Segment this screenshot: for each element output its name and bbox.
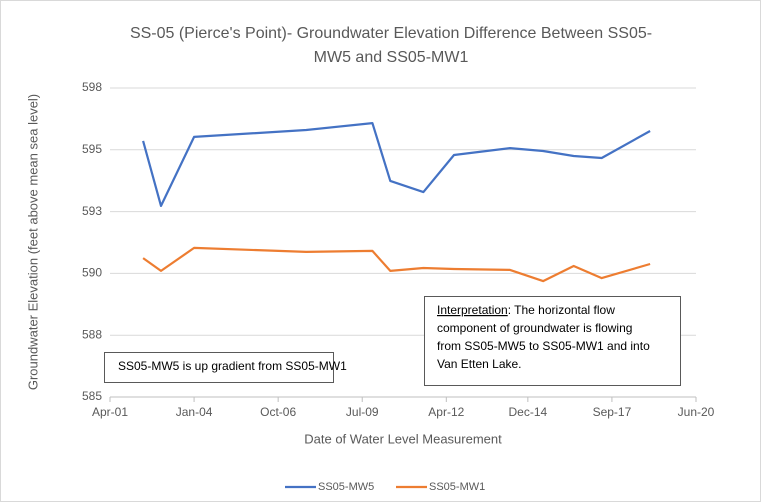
annotation: component of groundwater is flowing	[437, 321, 632, 335]
x-tick-label: Oct-06	[260, 405, 296, 419]
x-axis-label: Date of Water Level Measurement	[304, 431, 502, 446]
chart-title: SS-05 (Pierce's Point)- Groundwater Elev…	[130, 25, 652, 42]
legend-label: SS05-MW1	[429, 481, 485, 493]
y-tick-label: 585	[82, 389, 102, 403]
y-tick-label: 590	[82, 266, 102, 280]
annotation: from SS05-MW5 to SS05-MW1 and into	[437, 339, 650, 353]
x-tick-label: Jan-04	[176, 405, 213, 419]
series-line	[142, 122, 651, 207]
series-line	[142, 246, 651, 283]
annotation: Van Etten Lake.	[437, 357, 522, 371]
plot-area	[142, 122, 651, 283]
chart-title: MW5 and SS05-MW1	[314, 49, 469, 66]
y-tick-label: 595	[82, 142, 102, 156]
y-tick-label: 598	[82, 80, 102, 94]
legend-label: SS05-MW5	[318, 481, 374, 493]
y-tick-label: 593	[82, 204, 102, 218]
annotation-line: : The horizontal flow	[508, 303, 616, 317]
x-tick-label: Apr-12	[428, 405, 464, 419]
x-tick-label: Jun-20	[678, 405, 715, 419]
annotation-box	[104, 352, 334, 383]
x-tick-label: Apr-01	[92, 405, 128, 419]
annotation-heading: Interpretation	[437, 303, 508, 317]
x-tick-label: Jul-09	[346, 405, 379, 419]
x-tick-label: Sep-17	[593, 405, 632, 419]
legend: SS05-MW5 SS05-MW1	[285, 481, 485, 493]
annotation-box	[424, 296, 681, 386]
y-tick-label: 588	[82, 327, 102, 341]
x-tick-label: Dec-14	[508, 405, 547, 419]
annotation: Interpretation: The horizontal flow	[437, 303, 615, 317]
annotation: SS05-MW5 is up gradient from SS05-MW1	[118, 359, 347, 373]
y-axis-label: Groundwater Elevation (feet above mean s…	[25, 94, 40, 390]
